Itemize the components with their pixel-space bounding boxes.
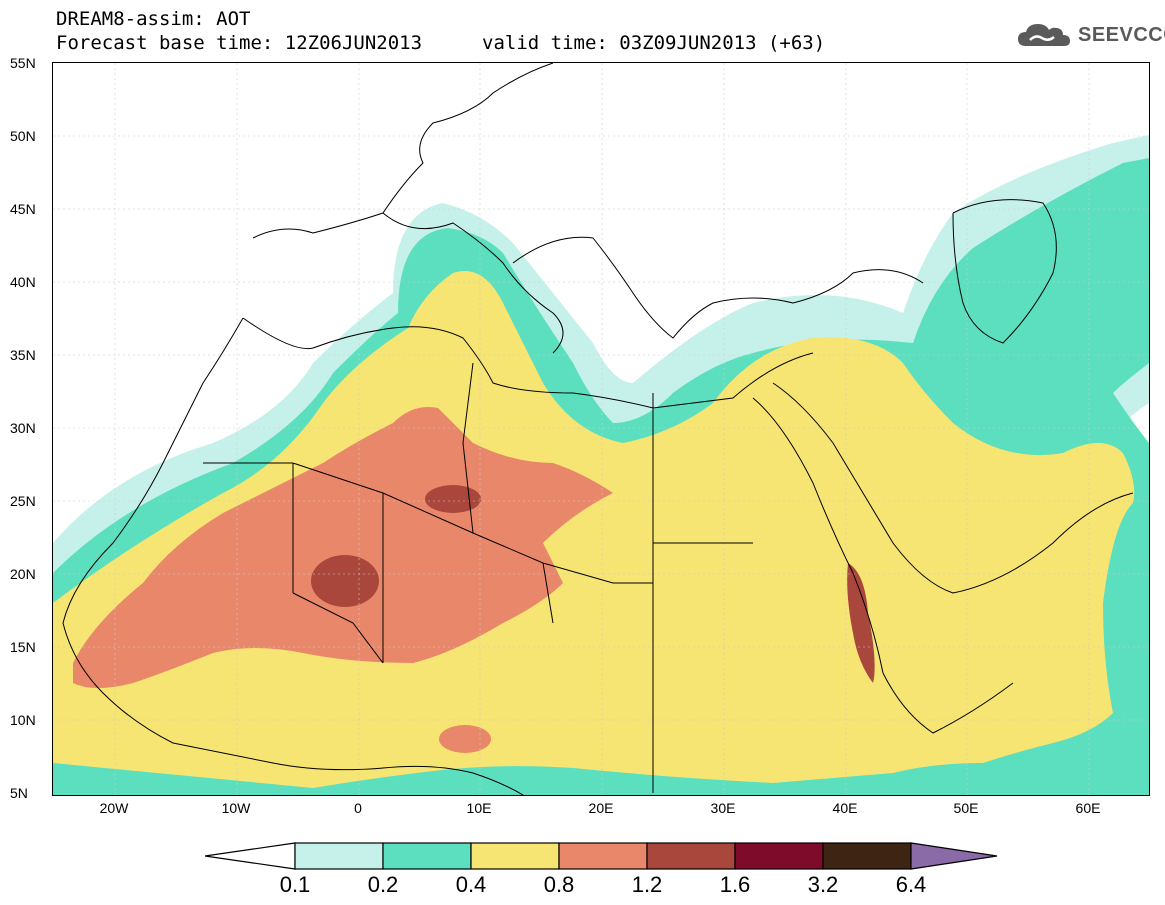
lat-label-35n: 35N xyxy=(10,347,36,363)
coastline-caspian xyxy=(952,199,1057,344)
colorbar-swatch-0-1 xyxy=(294,842,384,870)
valid-time: valid time: 03Z09JUN2013 (+63) xyxy=(482,32,826,54)
lat-label-25n: 25N xyxy=(10,493,36,509)
colorbar-swatch-1-6 xyxy=(734,842,824,870)
lon-label-10w: 10W xyxy=(221,800,251,816)
colorbar-label: 0.1 xyxy=(279,872,311,897)
aot-patch-eritrea xyxy=(847,563,875,683)
aot-patch-algeria xyxy=(425,485,481,513)
colorbar-low-arrow xyxy=(204,842,296,870)
coastline-red-sea xyxy=(752,382,1134,734)
lon-label-20w: 20W xyxy=(99,800,129,816)
colorbar-label: 1.6 xyxy=(719,872,751,897)
colorbar-swatch-1-2 xyxy=(646,842,736,870)
colorbar-swatch-0-2 xyxy=(382,842,472,870)
lat-label-15n: 15N xyxy=(10,639,36,655)
colorbar-swatch-0-4 xyxy=(470,842,560,870)
seevccc-logo: SEEVCCC xyxy=(1016,20,1165,50)
colorbar-label: 6.4 xyxy=(895,872,927,897)
lat-label-20n: 20N xyxy=(10,566,36,582)
lat-label-5n: 5N xyxy=(10,785,28,801)
lat-label-55n: 55N xyxy=(10,55,36,71)
aot-map xyxy=(52,62,1150,796)
forecast-base-time: Forecast base time: 12Z06JUN2013 xyxy=(56,32,423,54)
colorbar xyxy=(204,842,1005,877)
lon-label-30e: 30E xyxy=(710,800,736,816)
colorbar-label: 1.2 xyxy=(631,872,663,897)
aot-patch-mali xyxy=(311,555,379,607)
lat-label-40n: 40N xyxy=(10,274,36,290)
coastline-west-africa xyxy=(62,317,524,795)
colorbar-label: 0.2 xyxy=(367,872,399,897)
colorbar-label: 3.2 xyxy=(807,872,839,897)
aot-band-0-8 xyxy=(73,407,613,688)
map-title: DREAM8-assim: AOT xyxy=(56,8,251,30)
logo-text: SEEVCCC xyxy=(1078,23,1165,46)
lon-label-20e: 20E xyxy=(588,800,614,816)
colorbar-label: 0.4 xyxy=(455,872,487,897)
colorbar-swatch-0-8 xyxy=(558,842,648,870)
lat-label-10n: 10N xyxy=(10,712,36,728)
lat-label-30n: 30N xyxy=(10,420,36,436)
colorbar-swatch-3-2 xyxy=(822,842,912,870)
cloud-icon xyxy=(1018,24,1070,46)
lon-label-60e: 60E xyxy=(1075,800,1101,816)
aot-patch-gulf-of-guinea xyxy=(439,725,491,753)
colorbar-label: 0.8 xyxy=(543,872,575,897)
lon-label-0: 0 xyxy=(354,800,362,816)
coastline-north-africa xyxy=(242,317,814,409)
coastline-europe xyxy=(252,63,924,354)
lon-label-40e: 40E xyxy=(832,800,858,816)
lat-label-50n: 50N xyxy=(10,128,36,144)
colorbar-high-arrow xyxy=(910,842,998,870)
lon-label-10e: 10E xyxy=(466,800,492,816)
lat-label-45n: 45N xyxy=(10,201,36,217)
lon-label-50e: 50E xyxy=(953,800,979,816)
border-lines xyxy=(203,362,753,793)
